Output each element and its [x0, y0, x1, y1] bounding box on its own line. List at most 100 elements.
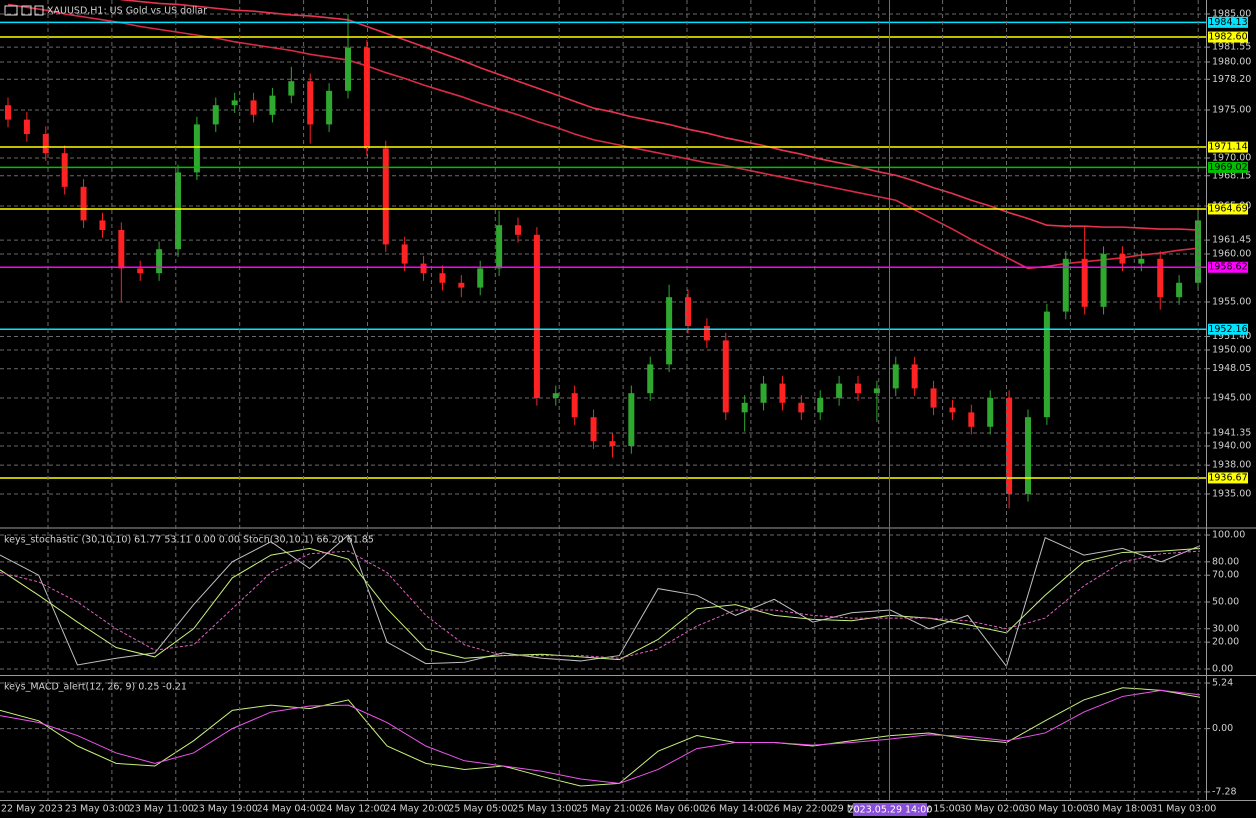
y-tick-label: 1955.00: [1212, 296, 1251, 307]
candle-body: [269, 95, 276, 115]
crosshair-label-box: [853, 803, 927, 816]
candle-body: [1119, 253, 1126, 264]
candle-body: [212, 105, 219, 125]
level-label: 1964.69: [1208, 203, 1247, 214]
level-label-box: [1208, 203, 1248, 215]
level-label: 1969.02: [1208, 162, 1247, 173]
level-label: 1958.62: [1208, 262, 1247, 273]
indicator-line: [0, 547, 1201, 661]
crosshair-label: 2023.05.29 14:00: [848, 805, 933, 816]
candle-body: [571, 393, 578, 418]
candle-body: [175, 172, 181, 250]
candle-body: [363, 47, 370, 149]
candle-body: [911, 364, 918, 389]
level-label-box: [1208, 323, 1248, 335]
candle-body: [987, 397, 994, 427]
candle-body: [1081, 258, 1088, 307]
y-tick-label: 1981.55: [1212, 42, 1251, 53]
candle-body: [1195, 220, 1201, 283]
y-tick-label: 1961.45: [1212, 235, 1251, 246]
y-tick-label: 1960.00: [1212, 248, 1251, 259]
candle-body: [1062, 258, 1069, 312]
x-tick-label: 25 May 05:00: [448, 804, 513, 815]
candle-body: [156, 249, 163, 274]
candle-body: [609, 441, 616, 446]
indicator-line: [0, 689, 1201, 784]
chart-title: XAUUSD,H1: US Gold vs US dollar: [47, 6, 207, 17]
y-tick-label: 0.00: [1212, 663, 1233, 674]
candle-body: [1176, 282, 1183, 298]
y-tick-label: 80.00: [1212, 556, 1239, 567]
level-label: 1971.14: [1208, 142, 1247, 153]
candle-body: [590, 417, 597, 442]
x-tick-label: 31 May 03:00: [1151, 804, 1216, 815]
y-tick-label: 1951.40: [1212, 331, 1251, 342]
candle-body: [80, 186, 87, 221]
y-tick-label: 30.00: [1212, 623, 1239, 634]
indicator-line: [0, 687, 1201, 787]
y-tick-label: 5.24: [1212, 678, 1233, 689]
level-label: 1936.67: [1208, 472, 1247, 483]
plot: [5, 0, 1201, 509]
indicator-title: keys_MACD_alert(12, 26, 9) 0.25 -0.21: [4, 682, 187, 693]
level-label: 1982.60: [1208, 32, 1247, 43]
candle-body: [1025, 417, 1031, 494]
x-tick-label: 24 May 12:00: [321, 804, 386, 815]
candle-body: [42, 134, 49, 154]
candle-body: [118, 229, 125, 269]
candle-body: [647, 364, 654, 394]
candle-body: [798, 402, 805, 413]
candle-body: [326, 90, 333, 125]
level-label-box: [1208, 16, 1248, 28]
candle-body: [533, 234, 540, 398]
candle-body: [458, 282, 465, 288]
y-tick-label: 1935.00: [1212, 488, 1251, 499]
candle-body: [892, 364, 899, 389]
x-tick-label: 26 May 22:00: [768, 804, 833, 815]
y-tick-label: 1945.00: [1212, 392, 1251, 403]
y-tick-label: 50.00: [1212, 597, 1239, 608]
level-label-box: [1208, 261, 1248, 273]
level-label: 1952.16: [1208, 324, 1247, 335]
candle-body: [99, 220, 106, 230]
x-tick-label: 25 May 13:00: [512, 804, 577, 815]
candle-body: [5, 105, 11, 120]
candle-body: [193, 124, 200, 173]
x-tick-label: 23 May 19:00: [193, 804, 258, 815]
candle-body: [23, 119, 30, 135]
candle-body: [1006, 397, 1013, 494]
y-tick-label: 1985.00: [1212, 9, 1251, 20]
candle-body: [741, 402, 748, 413]
level-label-box: [1208, 472, 1248, 484]
x-tick-label: 23 May 03:00: [65, 804, 130, 815]
level-label-box: [1208, 161, 1248, 173]
y-tick-label: 1975.00: [1212, 105, 1251, 116]
candle-body: [949, 407, 956, 413]
candle-body: [137, 268, 144, 274]
x-tick-label: 23 May 11:00: [129, 804, 194, 815]
candle-body: [873, 388, 880, 394]
candle-body: [1043, 311, 1050, 418]
candle-body: [1138, 258, 1145, 264]
icon: [21, 5, 32, 16]
candle-body: [477, 268, 484, 288]
candle-body: [288, 81, 295, 96]
candle-body: [345, 47, 351, 91]
x-tick-label: 26 May 14:00: [704, 804, 769, 815]
candle-body: [552, 393, 559, 398]
x-tick-label: 30 May 10:00: [1023, 804, 1088, 815]
y-tick-label: 0.00: [1212, 723, 1233, 734]
level-label: 1984.13: [1208, 17, 1247, 28]
candle-body: [666, 297, 673, 365]
candle-body: [515, 225, 521, 235]
indicator-line: [0, 550, 1201, 659]
candle-body: [439, 273, 446, 283]
candle-body: [968, 412, 975, 427]
x-tick-label: 24 May 20:00: [384, 804, 449, 815]
level-label-box: [1208, 31, 1248, 43]
y-tick-label: 1941.35: [1212, 428, 1251, 439]
icon: [34, 5, 44, 16]
y-tick-label: 20.00: [1212, 637, 1239, 648]
